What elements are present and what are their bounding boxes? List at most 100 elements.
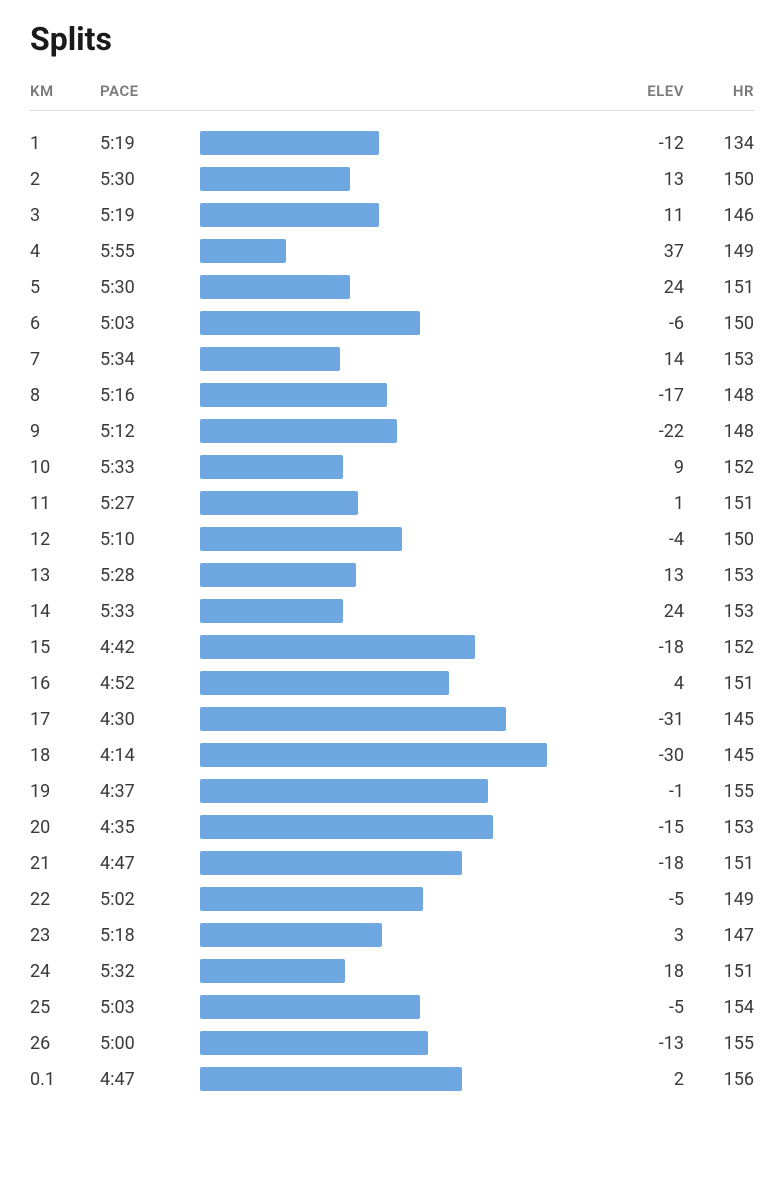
pace-bar [200, 599, 343, 623]
pace-bar-container [200, 995, 604, 1019]
cell-pace: 5:30 [100, 277, 200, 298]
cell-elev: 11 [604, 205, 684, 226]
cell-km: 10 [30, 457, 100, 478]
cell-km: 2 [30, 169, 100, 190]
cell-elev: 14 [604, 349, 684, 370]
pace-bar [200, 383, 387, 407]
cell-elev: 13 [604, 169, 684, 190]
pace-bar [200, 419, 397, 443]
cell-elev: 9 [604, 457, 684, 478]
pace-bar [200, 707, 506, 731]
cell-pace: 5:55 [100, 241, 200, 262]
pace-bar-container [200, 635, 604, 659]
pace-bar-container [200, 599, 604, 623]
cell-elev: 24 [604, 277, 684, 298]
pace-bar [200, 671, 449, 695]
cell-hr: 151 [684, 853, 754, 874]
cell-km: 14 [30, 601, 100, 622]
cell-pace: 4:47 [100, 853, 200, 874]
cell-hr: 151 [684, 493, 754, 514]
pace-bar [200, 239, 286, 263]
cell-pace: 5:02 [100, 889, 200, 910]
cell-km: 5 [30, 277, 100, 298]
cell-pace: 4:52 [100, 673, 200, 694]
cell-pace: 5:03 [100, 313, 200, 334]
pace-bar [200, 887, 423, 911]
cell-hr: 150 [684, 529, 754, 550]
cell-elev: 1 [604, 493, 684, 514]
pace-bar-container [200, 203, 604, 227]
table-header: KM PACE ELEV HR [30, 82, 754, 111]
cell-km: 23 [30, 925, 100, 946]
cell-pace: 5:32 [100, 961, 200, 982]
cell-hr: 147 [684, 925, 754, 946]
cell-pace: 4:30 [100, 709, 200, 730]
table-row: 235:183147 [30, 917, 754, 953]
col-header-elev: ELEV [604, 82, 684, 100]
table-row: 184:14-30145 [30, 737, 754, 773]
col-header-hr: HR [684, 82, 754, 100]
cell-elev: 4 [604, 673, 684, 694]
table-row: 265:00-13155 [30, 1025, 754, 1061]
cell-km: 26 [30, 1033, 100, 1054]
cell-elev: -12 [604, 133, 684, 154]
cell-hr: 153 [684, 601, 754, 622]
cell-km: 24 [30, 961, 100, 982]
page-title: Splits [30, 20, 754, 58]
pace-bar [200, 167, 350, 191]
cell-hr: 150 [684, 169, 754, 190]
table-row: 15:19-12134 [30, 125, 754, 161]
cell-elev: 3 [604, 925, 684, 946]
cell-km: 22 [30, 889, 100, 910]
pace-bar-container [200, 743, 604, 767]
pace-bar-container [200, 779, 604, 803]
cell-elev: -30 [604, 745, 684, 766]
cell-hr: 145 [684, 745, 754, 766]
cell-pace: 5:10 [100, 529, 200, 550]
pace-bar-container [200, 707, 604, 731]
cell-hr: 148 [684, 385, 754, 406]
cell-elev: -1 [604, 781, 684, 802]
table-row: 194:37-1155 [30, 773, 754, 809]
cell-km: 17 [30, 709, 100, 730]
cell-km: 11 [30, 493, 100, 514]
table-row: 115:27 1151 [30, 485, 754, 521]
pace-bar-container [200, 383, 604, 407]
cell-km: 7 [30, 349, 100, 370]
cell-hr: 152 [684, 457, 754, 478]
cell-pace: 5:33 [100, 601, 200, 622]
cell-pace: 5:27 [100, 493, 200, 514]
cell-km: 16 [30, 673, 100, 694]
cell-pace: 4:42 [100, 637, 200, 658]
cell-km: 0.1 [30, 1069, 100, 1090]
cell-hr: 150 [684, 313, 754, 334]
cell-km: 6 [30, 313, 100, 334]
cell-hr: 149 [684, 889, 754, 910]
table-row: 95:12-22148 [30, 413, 754, 449]
cell-pace: 5:19 [100, 205, 200, 226]
pace-bar-container [200, 491, 604, 515]
cell-elev: 37 [604, 241, 684, 262]
cell-km: 1 [30, 133, 100, 154]
cell-km: 8 [30, 385, 100, 406]
table-row: 105:339152 [30, 449, 754, 485]
table-row: 255:03-5154 [30, 989, 754, 1025]
table-row: 145:3324153 [30, 593, 754, 629]
cell-elev: -5 [604, 997, 684, 1018]
cell-pace: 5:19 [100, 133, 200, 154]
table-row: 65:03-6150 [30, 305, 754, 341]
cell-elev: -31 [604, 709, 684, 730]
cell-elev: -17 [604, 385, 684, 406]
pace-bar [200, 527, 402, 551]
pace-bar-container [200, 347, 604, 371]
cell-hr: 148 [684, 421, 754, 442]
pace-bar-container [200, 887, 604, 911]
pace-bar-container [200, 959, 604, 983]
pace-bar [200, 203, 379, 227]
table-row: 125:10-4150 [30, 521, 754, 557]
pace-bar [200, 635, 475, 659]
pace-bar-container [200, 275, 604, 299]
cell-hr: 149 [684, 241, 754, 262]
table-row: 45:5537149 [30, 233, 754, 269]
cell-hr: 146 [684, 205, 754, 226]
